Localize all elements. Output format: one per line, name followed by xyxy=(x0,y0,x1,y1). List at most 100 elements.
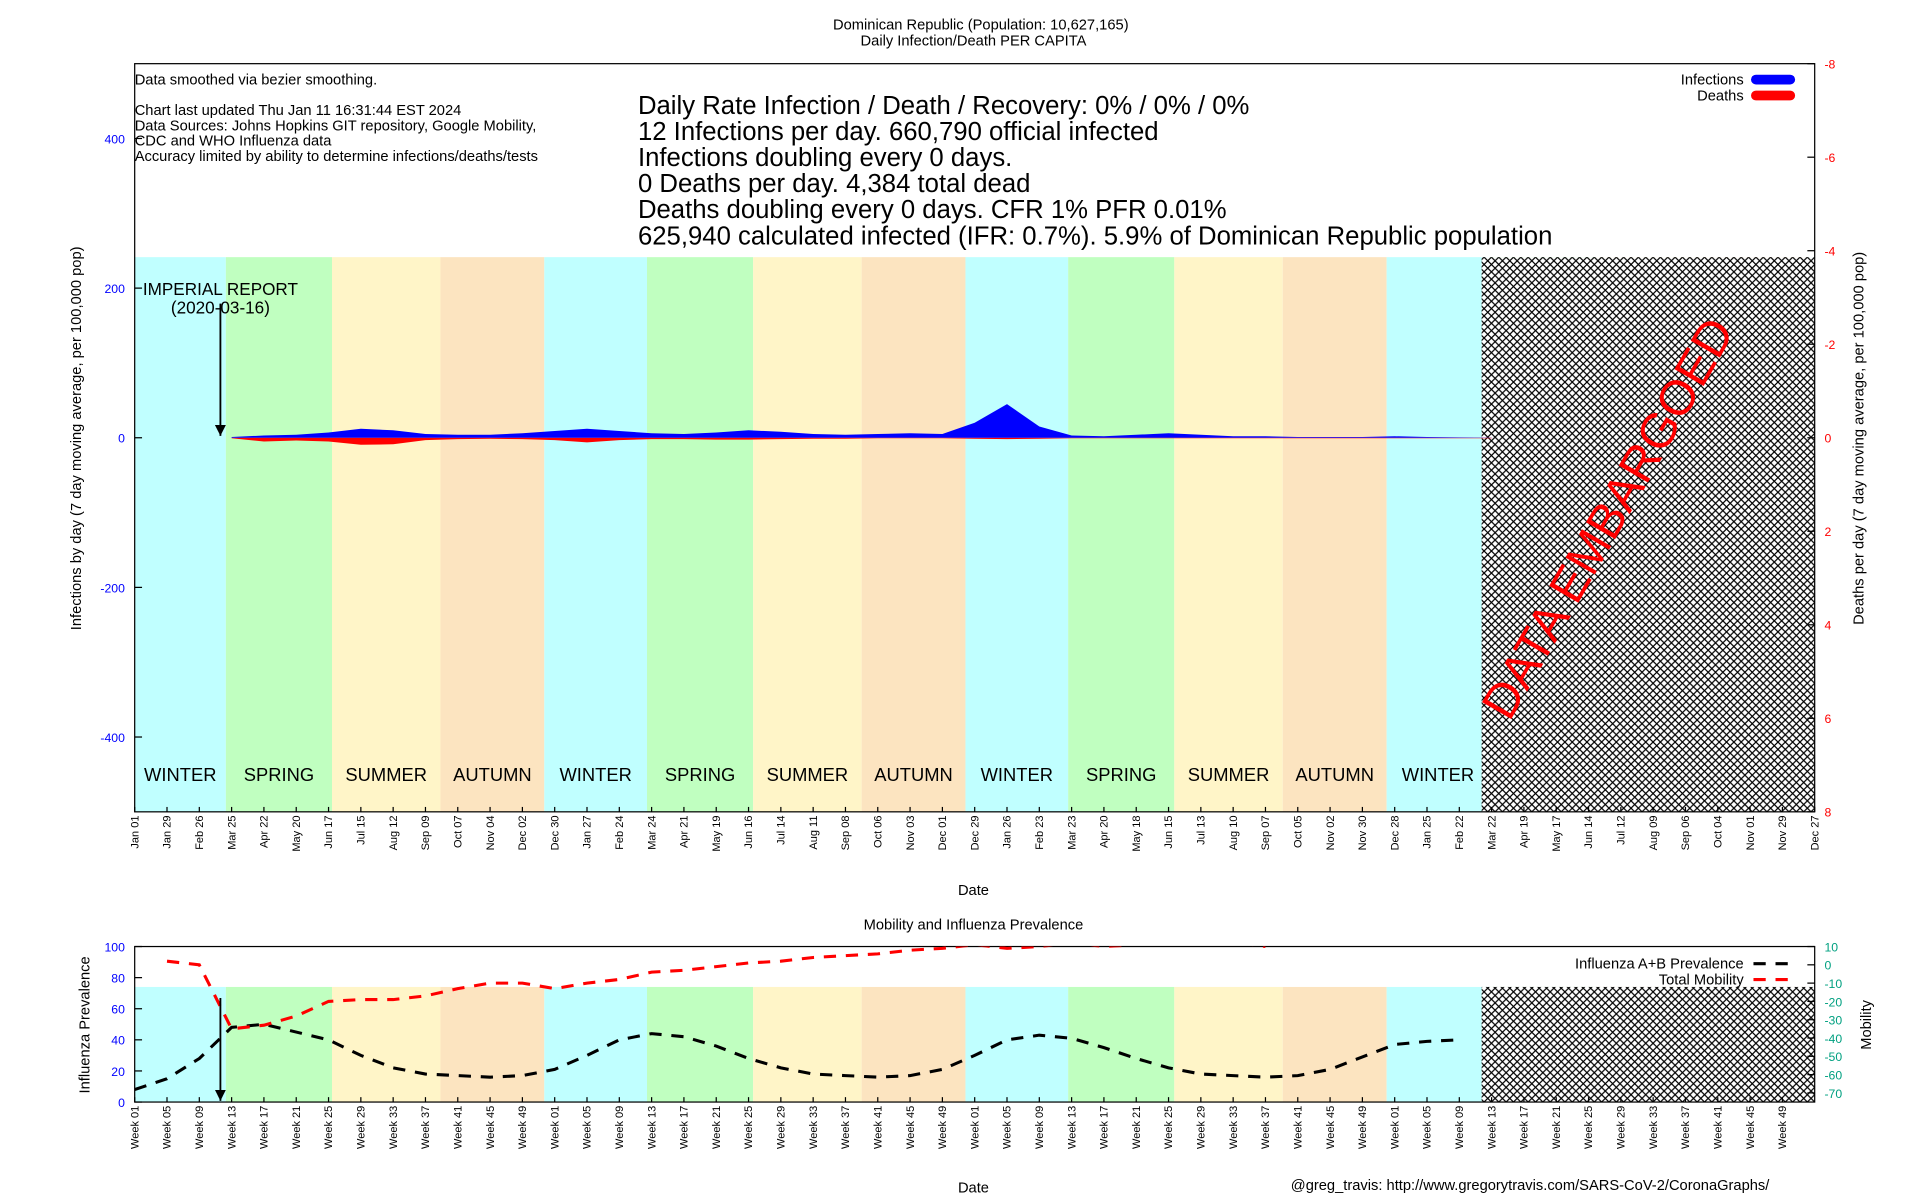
x-tick-label: Week 29 xyxy=(356,1106,368,1149)
season-label: SUMMER xyxy=(345,764,427,785)
x-tick-label: Jan 26 xyxy=(1002,816,1014,849)
x-tick-label: Week 45 xyxy=(905,1106,917,1149)
x-tick-label: Week 05 xyxy=(1422,1106,1434,1149)
y-tick-label: 20 xyxy=(111,1065,125,1079)
x-tick-label: Week 33 xyxy=(1228,1106,1240,1149)
x-tick-label: Oct 05 xyxy=(1292,816,1304,848)
x-tick-label: Dec 29 xyxy=(969,816,981,851)
y-tick-label: -200 xyxy=(100,581,125,595)
x-tick-label: Week 45 xyxy=(485,1106,497,1149)
line xyxy=(134,1022,1460,1092)
x-tick-label: Week 05 xyxy=(1002,1106,1014,1149)
x-tick-label: Nov 03 xyxy=(905,816,917,851)
x-tick-label: Week 17 xyxy=(1099,1106,1111,1149)
season-band xyxy=(1068,257,1175,812)
x-tick-label: Jul 13 xyxy=(1196,816,1208,845)
x-tick-label: Sep 08 xyxy=(840,816,852,851)
y2-axis-label: Mobility xyxy=(1859,999,1875,1049)
chart-subtitle: Daily Infection/Death PER CAPITA xyxy=(861,33,1087,49)
season-label: WINTER xyxy=(559,764,631,785)
season-band xyxy=(440,257,545,812)
x-tick-label: Apr 20 xyxy=(1099,816,1111,848)
embargo-hatch xyxy=(1481,257,1815,812)
y2-tick-label: 10 xyxy=(1824,940,1838,954)
season-label: SUMMER xyxy=(767,764,849,785)
legend-label: Deaths xyxy=(1697,88,1744,104)
x-tick-label: Week 01 xyxy=(549,1106,561,1149)
x-tick-label: Dec 28 xyxy=(1389,816,1401,851)
y2-tick-label: 6 xyxy=(1824,712,1831,726)
x-tick-label: Aug 10 xyxy=(1228,816,1240,851)
x-tick-label: Week 05 xyxy=(162,1106,174,1149)
y2-axis-label: Deaths per day (7 day moving average, pe… xyxy=(1852,252,1868,625)
x-tick-label: Week 25 xyxy=(743,1106,755,1149)
x-tick-label: Week 21 xyxy=(1131,1106,1143,1149)
x-tick-label: May 18 xyxy=(1131,816,1143,852)
y2-tick-label: -4 xyxy=(1824,245,1835,259)
legend-label: Influenza A+B Prevalence xyxy=(1575,957,1744,973)
x-tick-label: Week 45 xyxy=(1745,1106,1757,1149)
x-tick-label: Week 17 xyxy=(259,1106,271,1149)
legend-label: Infections xyxy=(1681,72,1744,88)
x-tick-label: Week 37 xyxy=(420,1106,432,1149)
note: Data Sources: Johns Hopkins GIT reposito… xyxy=(135,118,537,134)
x-tick-label: Jan 29 xyxy=(162,816,174,849)
x-tick-label: Week 17 xyxy=(1519,1106,1531,1149)
x-tick-label: Week 25 xyxy=(323,1106,335,1149)
y-tick-label: 200 xyxy=(104,282,125,296)
note: Accuracy limited by ability to determine… xyxy=(135,149,538,165)
season-band xyxy=(861,986,966,1103)
x-tick-label: Nov 04 xyxy=(485,816,497,851)
season-band xyxy=(134,257,226,812)
y2-tick-label: 4 xyxy=(1824,619,1831,633)
x-tick-label: Nov 29 xyxy=(1777,816,1789,851)
chart-title: Mobility and Influenza Prevalence xyxy=(864,917,1084,933)
x-tick-label: Jan 27 xyxy=(582,816,594,849)
y2-tick-label: -10 xyxy=(1824,977,1842,991)
y2-tick-label: -70 xyxy=(1824,1087,1842,1101)
x-tick-label: Week 05 xyxy=(582,1106,594,1149)
x-tick-label: Week 13 xyxy=(226,1106,238,1149)
y2-tick-label: -30 xyxy=(1824,1014,1842,1028)
x-tick-label: Aug 12 xyxy=(388,816,400,851)
season-band xyxy=(544,257,648,812)
y2-tick-label: -50 xyxy=(1824,1050,1842,1064)
season-band xyxy=(1386,257,1490,812)
x-tick-label: Week 21 xyxy=(291,1106,303,1149)
x-tick-label: Week 33 xyxy=(808,1106,820,1149)
x-tick-label: Week 13 xyxy=(646,1106,658,1149)
stat: 625,940 calculated infected (IFR: 0.7%).… xyxy=(638,222,1552,250)
x-tick-label: Jun 15 xyxy=(1163,816,1175,849)
area xyxy=(231,404,1492,438)
x-tick-label: Week 37 xyxy=(840,1106,852,1149)
x-tick-label: Week 49 xyxy=(517,1106,529,1149)
note: CDC and WHO Influenza data xyxy=(135,134,333,150)
season-label: WINTER xyxy=(144,764,216,785)
y-axis-label: Infections by day (7 day moving average,… xyxy=(69,246,85,630)
season-band xyxy=(544,986,648,1103)
y2-tick-label: 0 xyxy=(1824,959,1831,973)
x-tick-label: Week 09 xyxy=(614,1106,626,1149)
y-tick-label: 0 xyxy=(118,1096,125,1110)
y-tick-label: 60 xyxy=(111,1003,125,1017)
season-band xyxy=(1282,986,1387,1103)
y2-tick-label: -2 xyxy=(1824,338,1835,352)
x-tick-label: Nov 02 xyxy=(1325,816,1337,851)
x-tick-label: Feb 24 xyxy=(614,816,626,850)
season-label: WINTER xyxy=(1402,764,1474,785)
stat: 0 Deaths per day. 4,384 total dead xyxy=(638,170,1031,198)
x-tick-label: Dec 27 xyxy=(1809,816,1821,851)
season-band xyxy=(440,986,545,1103)
x-tick-label: Week 29 xyxy=(776,1106,788,1149)
stat: Deaths doubling every 0 days. CFR 1% PFR… xyxy=(638,196,1227,224)
plot-border xyxy=(134,63,1816,813)
x-tick-label: Week 01 xyxy=(1389,1106,1401,1149)
season-band xyxy=(332,986,441,1103)
y-tick-label: 40 xyxy=(111,1034,125,1048)
embargo-hatch xyxy=(1481,986,1815,1103)
x-tick-label: Aug 09 xyxy=(1648,816,1660,851)
x-tick-label: Week 09 xyxy=(1454,1106,1466,1149)
x-tick-label: Week 25 xyxy=(1583,1106,1595,1149)
x-tick-label: Week 29 xyxy=(1196,1106,1208,1149)
x-tick-label: Jun 14 xyxy=(1583,816,1595,849)
